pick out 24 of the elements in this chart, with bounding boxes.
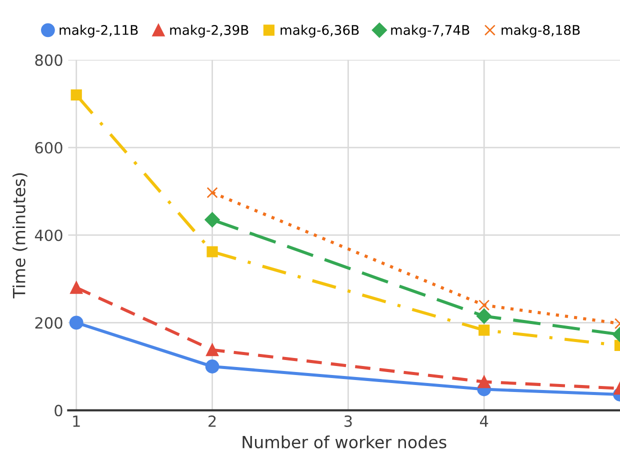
x-tick-label: 3: [344, 415, 352, 427]
legend-label: makg-2,39B: [170, 24, 248, 38]
y-tick-label: 800: [35, 54, 62, 66]
y-tick-label: 200: [35, 317, 62, 329]
y-tick-label: 600: [35, 142, 62, 154]
point: [206, 187, 218, 198]
x-tick-label: 1: [73, 416, 80, 427]
legend-label: makg-6,36B: [280, 24, 359, 38]
point: [206, 344, 219, 356]
point: [205, 360, 220, 374]
y-axis-title: Time (minutes): [12, 173, 28, 298]
y-tick-label: 400: [34, 230, 62, 242]
point: [206, 246, 218, 258]
x-tick-label: 4: [480, 416, 488, 427]
legend-label: makg-7,74B: [391, 24, 470, 38]
x-axis-title: Number of worker nodes: [242, 435, 446, 448]
point: [70, 281, 83, 294]
point: [69, 316, 84, 330]
point: [70, 89, 82, 101]
legend-label: makg-8,18B: [502, 24, 580, 38]
y-tick-label: 0: [54, 404, 62, 416]
point: [204, 212, 220, 228]
legend-label: makg-2,11B: [60, 24, 138, 38]
x-tick-label: 2: [208, 415, 216, 427]
